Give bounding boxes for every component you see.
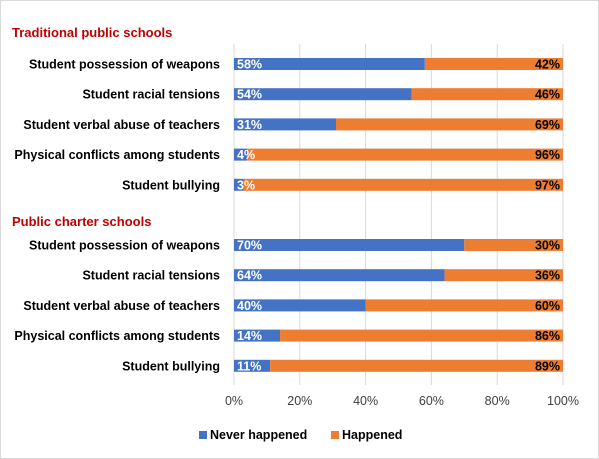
data-label-happened: 42% — [535, 58, 560, 72]
bars — [234, 58, 563, 372]
data-label-happened: 30% — [535, 239, 560, 253]
bar-never-happened — [234, 299, 366, 312]
data-label-never-happened: 54% — [237, 88, 262, 102]
bar-happened — [335, 118, 563, 131]
bar-happened — [444, 269, 563, 282]
bar-happened — [280, 329, 563, 342]
bar-happened — [411, 88, 563, 101]
category-label: Physical conflicts among students — [14, 329, 220, 343]
legend-swatch-never-happened — [199, 431, 207, 439]
category-label: Student racial tensions — [82, 88, 220, 102]
data-label-happened: 36% — [535, 269, 560, 283]
category-label: Student verbal abuse of teachers — [23, 299, 220, 313]
x-tick-label: 100% — [547, 394, 579, 408]
data-label-never-happened: 58% — [237, 58, 262, 72]
x-tick-label: 20% — [287, 394, 312, 408]
data-label-happened: 60% — [535, 299, 560, 313]
category-label: Student possession of weapons — [29, 58, 220, 72]
data-label-happened: 86% — [535, 329, 560, 343]
legend-label-never-happened: Never happened — [210, 428, 307, 442]
data-label-never-happened: 11% — [237, 359, 261, 373]
data-label-happened: 46% — [535, 88, 560, 102]
data-label-happened: 97% — [535, 178, 560, 192]
x-tick-label: 80% — [485, 394, 510, 408]
labels: Traditional public schools Public charter… — [12, 25, 560, 373]
category-label: Physical conflicts among students — [14, 148, 220, 162]
legend-swatch-happened — [331, 431, 339, 439]
bar-happened — [243, 178, 563, 191]
data-label-happened: 69% — [535, 118, 560, 132]
data-label-never-happened: 3% — [237, 178, 255, 192]
x-tick-label: 0% — [225, 394, 243, 408]
bar-happened — [270, 359, 563, 372]
bar-never-happened — [234, 329, 281, 342]
gridlines — [233, 44, 564, 385]
x-tick-label: 60% — [419, 394, 444, 408]
data-label-never-happened: 14% — [237, 329, 262, 343]
x-tick-label: 40% — [353, 394, 378, 408]
data-label-never-happened: 31% — [237, 118, 262, 132]
data-label-never-happened: 40% — [237, 299, 262, 313]
data-label-happened: 89% — [535, 359, 560, 373]
bar-happened — [365, 299, 563, 312]
legend-label-happened: Happened — [342, 428, 402, 442]
bar-never-happened — [234, 239, 465, 251]
x-axis-ticks: 0% 20% 40% 60% 80% 100% — [225, 394, 579, 408]
category-label: Student verbal abuse of teachers — [23, 118, 220, 132]
category-label: Student racial tensions — [82, 269, 220, 283]
bar-never-happened — [234, 148, 248, 161]
bar-never-happened — [234, 178, 244, 191]
category-label: Student bullying — [122, 178, 220, 192]
legend: Never happened Happened — [199, 428, 402, 442]
bar-happened — [247, 148, 563, 161]
bar-happened — [464, 239, 563, 251]
data-label-never-happened: 70% — [237, 239, 262, 253]
bar-never-happened — [234, 359, 271, 372]
bar-never-happened — [234, 58, 425, 70]
bar-never-happened — [234, 269, 445, 282]
category-label: Student bullying — [122, 359, 220, 373]
bar-never-happened — [234, 88, 412, 101]
group-title: Public charter schools — [12, 214, 151, 229]
data-label-never-happened: 64% — [237, 269, 262, 283]
group-title: Traditional public schools — [12, 25, 172, 40]
bar-happened — [424, 58, 563, 70]
category-label: Student possession of weapons — [29, 239, 220, 253]
data-label-happened: 96% — [535, 148, 560, 162]
data-label-never-happened: 4% — [237, 148, 255, 162]
bar-never-happened — [234, 118, 336, 131]
